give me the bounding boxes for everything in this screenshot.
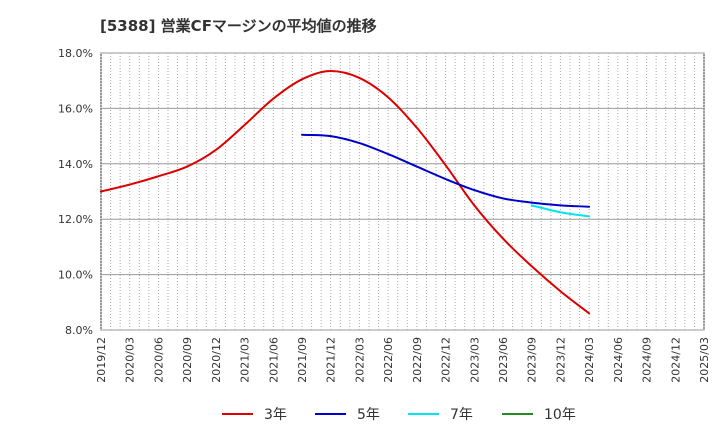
x-tick-label: 2021/03 xyxy=(239,337,252,383)
x-tick-label: 2021/06 xyxy=(267,337,280,383)
x-tick-label: 2023/06 xyxy=(497,337,510,383)
x-tick-label: 2021/12 xyxy=(325,337,338,383)
legend-label: 5年 xyxy=(357,407,380,423)
x-tick-label: 2020/06 xyxy=(152,337,165,383)
series-lines xyxy=(100,70,591,315)
x-tick-label: 2024/03 xyxy=(583,337,596,383)
x-tick-label: 2020/03 xyxy=(124,337,137,383)
legend-label: 3年 xyxy=(264,407,287,423)
y-gridlines xyxy=(101,52,704,331)
legend-label: 10年 xyxy=(544,407,576,423)
x-tick-label: 2023/03 xyxy=(468,337,481,383)
legend: 3年 5年 7年 10年 xyxy=(222,407,576,423)
x-tick-label: 2022/12 xyxy=(440,337,453,383)
x-gridlines xyxy=(100,53,705,330)
x-tick-label: 2024/12 xyxy=(669,337,682,383)
x-tick-label: 2024/09 xyxy=(641,337,654,383)
y-tick-label: 16.0% xyxy=(58,102,93,115)
chart-title: [5388] 営業CFマージンの平均値の推移 xyxy=(100,17,377,35)
x-tick-label: 2020/12 xyxy=(210,337,223,383)
x-tick-label: 2024/06 xyxy=(612,337,625,383)
series-line-2 xyxy=(301,133,591,208)
x-tick-label: 2022/03 xyxy=(353,337,366,383)
x-axis-ticks: 2019/12 2020/03 2020/06 2020/09 2020/12 2021/… xyxy=(95,337,711,383)
y-axis-ticks: 8.0% 10.0% 12.0% 14.0% 16.0% 18.0% xyxy=(58,47,93,337)
series-line-3 xyxy=(530,204,591,218)
x-tick-label: 2021/09 xyxy=(296,337,309,383)
y-tick-label: 18.0% xyxy=(58,47,93,60)
y-tick-label: 14.0% xyxy=(58,158,93,171)
x-tick-label: 2019/12 xyxy=(95,337,108,383)
x-tick-label: 2023/09 xyxy=(526,337,539,383)
x-tick-label: 2023/12 xyxy=(554,337,567,383)
x-tick-label: 2025/03 xyxy=(698,337,711,383)
plot-area xyxy=(100,52,705,331)
y-tick-label: 10.0% xyxy=(58,269,93,282)
y-tick-label: 8.0% xyxy=(65,324,93,337)
series-line-1 xyxy=(100,70,591,315)
y-tick-label: 12.0% xyxy=(58,213,93,226)
x-tick-label: 2022/06 xyxy=(382,337,395,383)
legend-label: 7年 xyxy=(450,407,473,423)
x-tick-label: 2022/09 xyxy=(411,337,424,383)
x-tick-label: 2020/09 xyxy=(181,337,194,383)
